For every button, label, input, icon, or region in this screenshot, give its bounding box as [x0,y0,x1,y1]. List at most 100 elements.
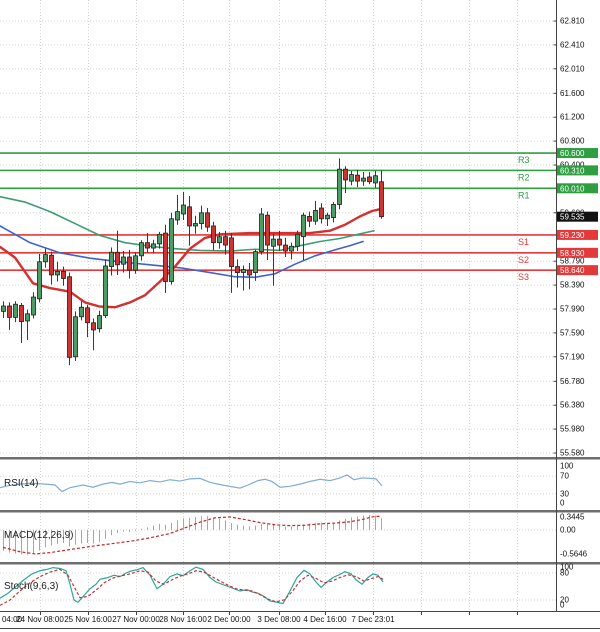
candle-body [169,218,174,282]
candle-body [7,305,12,318]
current-price-badge-text: 59.535 [560,213,585,222]
candle-body [13,303,18,318]
axis-tick-label: 60.800 [560,137,585,146]
support-resistance-layer: R3 R2 R1 S1 S2 S3 [0,152,557,282]
candle-body [97,315,102,330]
support-S1-label: S1 [518,237,529,247]
candle-body [259,213,264,253]
candle-body [313,210,318,222]
axis-tick-label: 60.400 [560,161,585,170]
candle-body [301,214,306,238]
candle-body [79,306,84,318]
resistance-R2-label: R2 [518,172,530,182]
resistance-R1-label: R1 [518,190,530,200]
candle-body [265,214,270,246]
support-price-badge [557,229,598,240]
stoch-k-line [0,566,384,605]
candle-body [253,251,258,273]
current-price-badge [557,211,598,222]
candle-body [31,296,36,316]
candles-layer [1,158,384,366]
candle-body [271,238,276,247]
resistance-price-badge [557,165,598,176]
resistance-price-badge [557,148,598,159]
candle-body [1,305,6,312]
candle-body [139,242,144,257]
candle-body [361,177,366,182]
axis-tick-label: 62.810 [560,17,585,26]
candle-body [19,305,24,322]
candle-body [55,270,60,276]
candle-body [217,236,222,244]
rsi-indicator-label: RSI(14) [4,478,39,489]
candle-body [325,214,330,220]
panel-separator [0,562,600,565]
candle-body [127,256,132,271]
axis-tick-label: 58.390 [560,281,585,290]
axis-tick-label: 62.010 [560,64,585,73]
support-price-badge [557,265,598,276]
support-price-badge-text: 58.930 [560,249,585,258]
axis-tick-label: 55.580 [560,449,585,458]
candle-body [109,251,114,267]
candle-body [223,236,228,246]
stoch-indicator-label: Stoch(9,6,3) [4,581,59,592]
axis-tick-label: 80 [560,569,569,578]
candle-body [373,175,378,184]
axis-tick-label: 0 [560,601,565,610]
support-price-badge [557,247,598,258]
candle-body [241,269,246,273]
candle-body [157,233,162,245]
support-price-badge-text: 59.230 [560,231,585,240]
time-axis-label: 3 Dec 08:00 [257,615,301,624]
time-axis-label: 27 Nov 00:00 [112,615,160,624]
candle-body [199,212,204,224]
rsi-line [0,474,383,493]
candle-body [337,168,342,205]
candle-body [67,276,72,358]
candle-body [343,168,348,181]
candle-body [115,251,120,266]
support-price-badge-text: 58.640 [560,266,585,275]
candle-body [235,266,240,273]
candle-body [289,245,294,252]
candle-body [349,174,354,182]
axis-tick-label: 62.410 [560,40,585,49]
axis-tick-label: 56.780 [560,377,585,386]
candle-body [367,176,372,183]
candle-body [175,211,180,221]
candle-body [145,242,150,249]
time-axis-label: 24 Nov 08:00 [16,615,64,624]
axis-tick-label: 55.980 [560,425,585,434]
resistance-price-badge-text: 60.600 [560,149,585,158]
time-axis-label: 25 Nov 16:00 [64,615,112,624]
support-S2-label: S2 [518,255,529,265]
axis-tick-label: 0.3445 [560,513,585,522]
macd-indicator-label: MACD(12,26,9) [4,530,74,541]
axis-tick-label: 61.600 [560,89,585,98]
candle-body [379,181,384,218]
axis-tick-label: 20 [560,596,569,605]
macd-histogram [3,515,382,555]
panel-separator [0,457,600,460]
time-axis-label: 28 Nov 16:00 [159,615,207,624]
candle-body [25,313,30,322]
candle-body [277,238,282,246]
panel-separator [0,510,600,513]
candle-body [319,207,324,220]
price-axis[interactable]: 62.810 62.410 62.010 61.600 61.200 60.800 60.4… [553,0,599,612]
resistance-price-badge-text: 60.010 [560,184,585,193]
axis-tick-label: 70 [560,472,569,481]
candle-body [193,223,198,227]
ma-mid-line [0,225,364,279]
candle-body [49,254,54,276]
ma-fast-line [0,195,375,252]
candle-body [43,254,48,263]
axis-tick-label: 0.00 [560,526,576,535]
resistance-R3-label: R3 [518,155,530,165]
resistance-price-badge-text: 60.310 [560,166,585,175]
axis-tick-label: 0 [560,499,565,508]
axis-tick-label: 57.190 [560,352,585,361]
